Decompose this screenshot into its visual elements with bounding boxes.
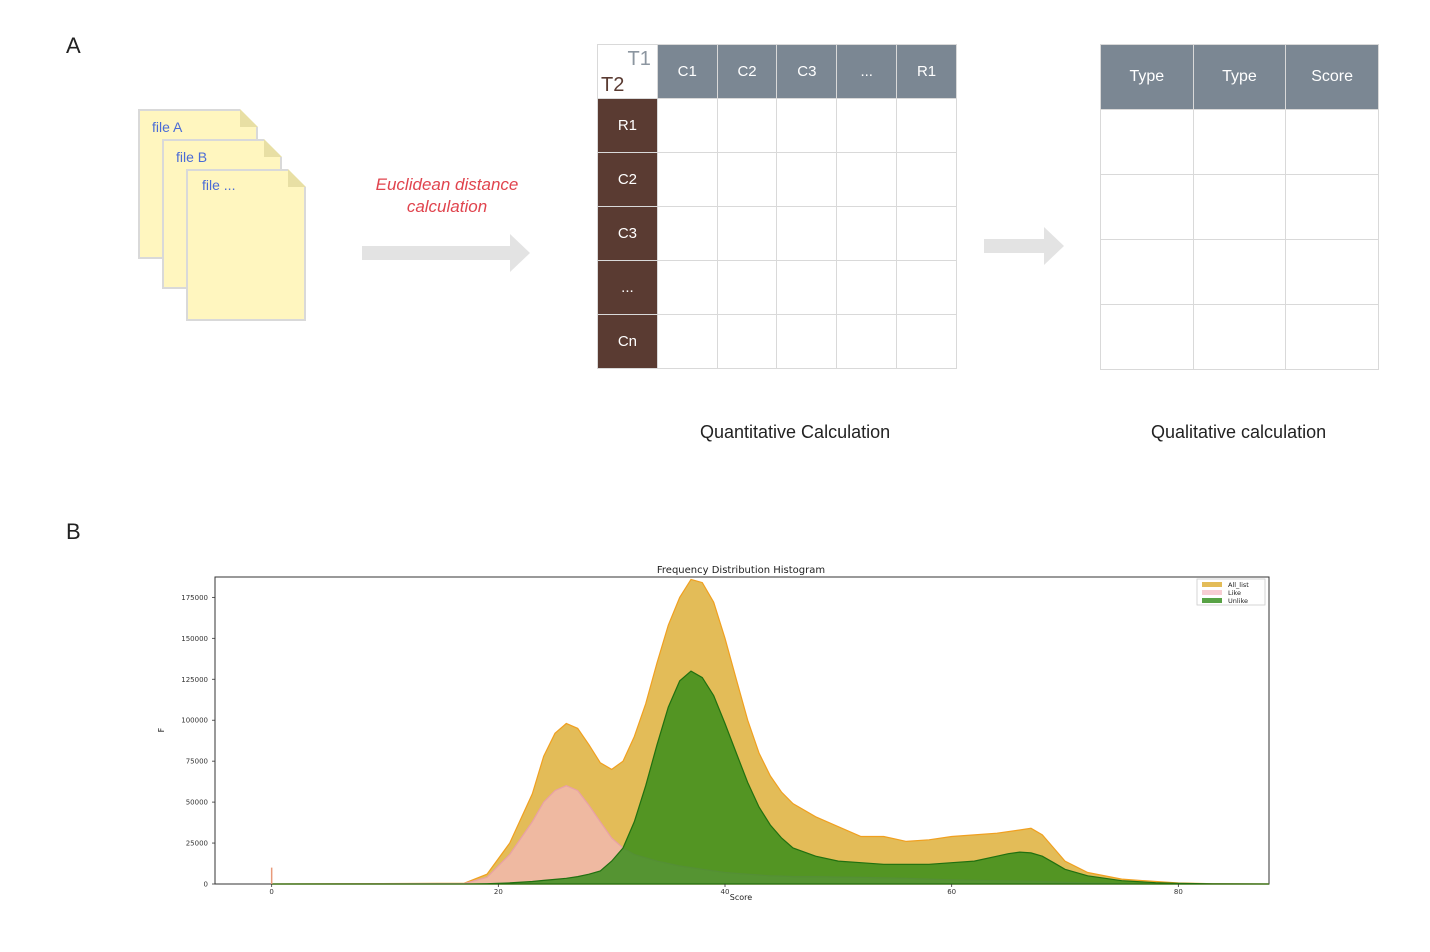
matrix-cell bbox=[776, 260, 838, 315]
y-tick-label: 75000 bbox=[186, 758, 208, 766]
matrix-corner: T1 T2 bbox=[597, 44, 658, 99]
result-table: Type Type Score bbox=[1100, 44, 1379, 370]
matrix-cell bbox=[716, 260, 778, 315]
page-fold-icon bbox=[240, 109, 258, 127]
file-label-more: file ... bbox=[202, 177, 236, 193]
quantitative-caption: Quantitative Calculation bbox=[700, 422, 891, 442]
page-fold-icon bbox=[288, 169, 306, 187]
result-cell bbox=[1192, 174, 1287, 240]
matrix-cell bbox=[656, 206, 718, 261]
y-tick-label: 0 bbox=[204, 881, 208, 889]
series-layer bbox=[270, 578, 1270, 885]
matrix-cell bbox=[776, 152, 838, 207]
legend-swatch bbox=[1202, 598, 1222, 603]
x-tick-label: 80 bbox=[1174, 888, 1183, 896]
result-cell bbox=[1192, 239, 1287, 305]
result-cell bbox=[1285, 304, 1379, 370]
matrix-row-header: C2 bbox=[597, 152, 658, 207]
matrix-row-header: R1 bbox=[597, 98, 658, 153]
matrix-cell bbox=[716, 206, 778, 261]
legend-swatch bbox=[1202, 590, 1222, 595]
matrix-cell bbox=[896, 98, 957, 153]
euclidean-line-1: Euclidean distance bbox=[375, 175, 519, 194]
matrix-cell bbox=[776, 206, 838, 261]
y-tick-label: 150000 bbox=[181, 635, 208, 643]
y-axis-label: F bbox=[157, 727, 166, 732]
legend-label: All_list bbox=[1228, 581, 1249, 589]
result-cell bbox=[1192, 304, 1287, 370]
y-tick-label: 25000 bbox=[186, 840, 208, 848]
matrix-cell bbox=[716, 98, 778, 153]
page-fold-icon bbox=[264, 139, 282, 157]
matrix-cell bbox=[836, 260, 898, 315]
euclidean-line-2: calculation bbox=[406, 197, 488, 216]
matrix-col-header: C1 bbox=[656, 44, 718, 99]
result-cell bbox=[1100, 304, 1194, 370]
y-tick-label: 175000 bbox=[181, 594, 208, 602]
matrix-row-header: C3 bbox=[597, 206, 658, 261]
file-label-b: file B bbox=[176, 149, 208, 165]
matrix-cell bbox=[776, 98, 838, 153]
result-cell bbox=[1285, 239, 1379, 305]
result-cell bbox=[1192, 109, 1287, 175]
file-document-more: file ... bbox=[186, 169, 306, 321]
right-arrow-icon bbox=[984, 227, 1064, 265]
matrix-col-header: ... bbox=[836, 44, 898, 99]
matrix-cell bbox=[836, 98, 898, 153]
corner-t1: T1 bbox=[627, 48, 651, 70]
series-area-unlike bbox=[271, 670, 1270, 885]
legend-swatch bbox=[1202, 582, 1222, 587]
matrix-cell bbox=[716, 152, 778, 207]
result-col-header: Type bbox=[1100, 44, 1194, 110]
y-tick-label: 125000 bbox=[181, 676, 208, 684]
series-area-all_list bbox=[271, 578, 1270, 885]
matrix-cell bbox=[896, 206, 957, 261]
result-cell bbox=[1100, 109, 1194, 175]
matrix-cell bbox=[836, 314, 898, 369]
x-axis-label: Score bbox=[730, 893, 752, 902]
matrix-cell bbox=[836, 152, 898, 207]
x-tick-label: 0 bbox=[269, 888, 273, 896]
result-cell bbox=[1100, 174, 1194, 240]
matrix-cell bbox=[656, 314, 718, 369]
file-label-a: file A bbox=[152, 119, 183, 135]
matrix-col-header: C3 bbox=[776, 44, 838, 99]
matrix-cell bbox=[896, 152, 957, 207]
corner-t2: T2 bbox=[601, 74, 625, 96]
matrix-cell bbox=[896, 314, 957, 369]
result-col-header: Type bbox=[1192, 44, 1287, 110]
matrix-row-header: Cn bbox=[597, 314, 658, 369]
panel-b-label: B bbox=[66, 519, 81, 544]
legend-label: Like bbox=[1228, 589, 1241, 597]
panel-a-label: A bbox=[66, 33, 81, 58]
x-tick-label: 20 bbox=[494, 888, 503, 896]
matrix-col-header: C2 bbox=[716, 44, 778, 99]
qualitative-caption: Qualitative calculation bbox=[1151, 422, 1327, 442]
distance-matrix: T1 T2 C1 C2 C3 ... R1 R1 C2 C3 ... Cn bbox=[597, 44, 957, 369]
matrix-cell bbox=[656, 98, 718, 153]
matrix-cell bbox=[656, 152, 718, 207]
y-tick-label: 50000 bbox=[186, 799, 208, 807]
matrix-cell bbox=[896, 260, 957, 315]
chart-title: Frequency Distribution Histogram bbox=[657, 565, 825, 576]
matrix-cell bbox=[716, 314, 778, 369]
euclidean-distance-label: Euclidean distance calculation bbox=[340, 174, 554, 218]
matrix-row-header: ... bbox=[597, 260, 658, 315]
result-cell bbox=[1100, 239, 1194, 305]
y-tick-label: 100000 bbox=[181, 717, 208, 725]
x-tick-label: 60 bbox=[947, 888, 956, 896]
matrix-cell bbox=[836, 206, 898, 261]
matrix-col-header: R1 bbox=[896, 44, 957, 99]
matrix-cell bbox=[656, 260, 718, 315]
right-arrow-icon bbox=[362, 234, 530, 272]
frequency-histogram-chart: Frequency Distribution Histogram 0 20 40 60… bbox=[157, 565, 1270, 902]
axes-layer: 0 20 40 60 80 0 25000 50000 75000 100000 125000 150… bbox=[181, 594, 1183, 896]
result-cell bbox=[1285, 109, 1379, 175]
result-cell bbox=[1285, 174, 1379, 240]
result-col-header: Score bbox=[1285, 44, 1379, 110]
x-tick-label: 40 bbox=[721, 888, 730, 896]
matrix-cell bbox=[776, 314, 838, 369]
legend-label: Unlike bbox=[1228, 597, 1248, 605]
